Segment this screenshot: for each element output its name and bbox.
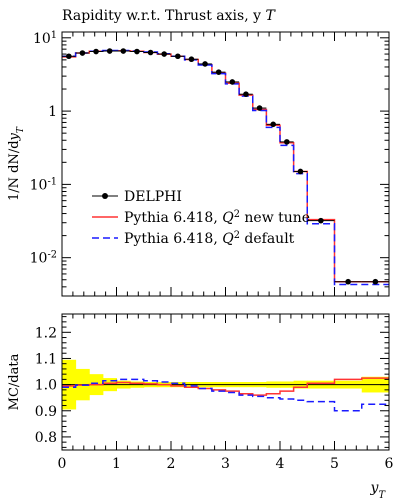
data-point	[229, 79, 236, 85]
data-point	[147, 49, 154, 56]
data-point	[161, 51, 167, 57]
data-point	[175, 53, 181, 60]
chart-title-text: Rapidity w.r.t. Thrust axis, y	[62, 8, 261, 24]
legend-entry-label: Pythia 6.418, Q2 default	[124, 230, 295, 248]
data-point	[215, 69, 222, 75]
main-y-tick-label: 101	[33, 29, 57, 47]
ratio-y-axis-label: MC/data	[7, 353, 22, 410]
data-point	[66, 53, 72, 60]
data-point	[256, 105, 263, 111]
data-point	[79, 50, 86, 56]
ratio-histograms	[62, 377, 389, 412]
ratio-y-tick-label: 1.0	[35, 378, 57, 394]
data-point	[270, 121, 276, 128]
ratio-y-tick-label: 1.2	[35, 325, 57, 341]
data-point	[93, 48, 99, 55]
main-y-axis-label: 1/N dN/dyT	[7, 126, 26, 201]
main-y-tick-label: 10-2	[30, 249, 57, 267]
main-y-tick-label: 1	[48, 104, 57, 120]
data-point	[202, 61, 208, 67]
data-point	[372, 278, 379, 285]
ratio-y-tick-label: 0.8	[35, 430, 57, 446]
ratio-y-axis-ticks: 0.8 0.9 1.0 1.1 1.2	[35, 316, 389, 448]
x-axis-label: yT	[370, 480, 387, 500]
main-x-axis-ticks	[61, 32, 390, 296]
x-tick-label: 1	[112, 456, 121, 472]
x-tick-label: 6	[385, 456, 394, 472]
main-data-points	[62, 48, 389, 285]
x-tick-label: 0	[58, 456, 67, 472]
x-tick-label: 2	[167, 456, 176, 472]
ratio-plot-panel: 0.8 0.9 1.0 1.1 1.2 0 1 2 3 4 5 6 MC/data yT	[7, 313, 394, 500]
ratio-x-axis-ticks: 0 1 2 3 4 5 6	[58, 314, 394, 472]
main-plot-panel: 10-2 10-1 1 101 1/N dN/dyT	[7, 29, 390, 297]
data-point	[106, 48, 113, 54]
ratio-y-tick-label: 0.9	[35, 404, 57, 420]
data-point	[120, 48, 127, 54]
data-point	[318, 217, 324, 224]
main-y-tick-label: 10-1	[30, 176, 57, 194]
data-point	[243, 91, 249, 98]
data-point	[134, 48, 140, 55]
data-point	[297, 168, 304, 175]
main-histogram-series-2	[62, 49, 389, 286]
main-y-axis-ticks: 10-2 10-1 1 101	[30, 29, 389, 297]
x-tick-label: 4	[276, 456, 285, 472]
data-point	[284, 139, 290, 145]
x-tick-label: 5	[330, 456, 339, 472]
x-tick-label: 3	[221, 456, 230, 472]
legend-entry-label: Pythia 6.418, Q2 new tune	[124, 209, 310, 227]
ratio-y-tick-label: 1.1	[35, 351, 57, 367]
legend-marker-point	[102, 193, 108, 199]
data-point	[345, 278, 351, 285]
ratio-histogram-series-1	[62, 378, 389, 412]
chart-title-variable: T	[265, 8, 276, 24]
legend: DELPHI Pythia 6.418, Q2 new tune Pythia 6.…	[92, 189, 310, 247]
data-point	[188, 56, 195, 63]
legend-entry-label: DELPHI	[124, 189, 182, 205]
chart-title: Rapidity w.r.t. Thrust axis, y T	[62, 8, 276, 24]
